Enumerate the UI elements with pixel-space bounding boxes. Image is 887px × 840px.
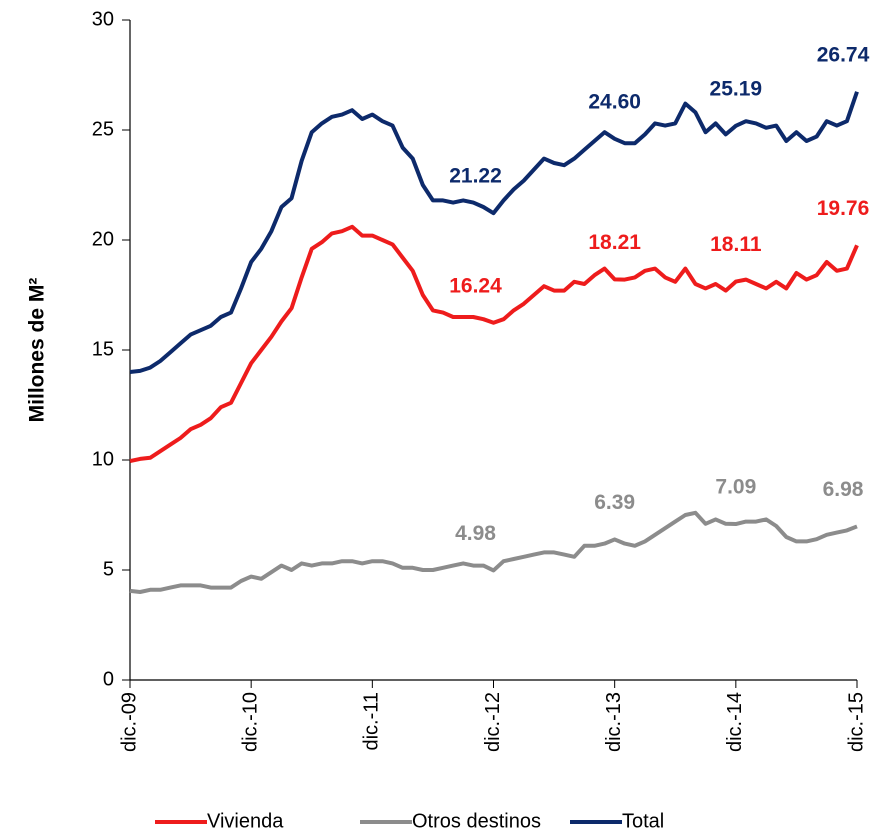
line-series xyxy=(129,510,858,594)
x-tick-label: dic.-12 xyxy=(482,692,504,752)
data-label: 25.19 xyxy=(710,77,763,100)
legend-label: Vivienda xyxy=(207,810,284,832)
y-tick-label: 20 xyxy=(92,228,114,250)
y-axis-title: Millones de M² xyxy=(26,278,49,423)
y-tick-label: 0 xyxy=(103,668,114,690)
data-label: 21.22 xyxy=(449,165,502,188)
data-label: 19.76 xyxy=(817,197,870,220)
line-series xyxy=(129,224,859,464)
data-label: 18.21 xyxy=(588,231,641,254)
data-label: 24.60 xyxy=(588,90,641,113)
y-tick-label: 5 xyxy=(103,558,114,580)
x-tick-label: dic.-11 xyxy=(361,692,383,751)
data-label: 26.74 xyxy=(817,43,870,66)
y-tick-label: 10 xyxy=(92,448,114,470)
x-tick-label: dic.-10 xyxy=(239,692,261,752)
legend-label: Otros destinos xyxy=(412,810,541,832)
y-tick-label: 15 xyxy=(92,338,114,360)
x-tick-label: dic.-09 xyxy=(118,692,140,752)
x-tick-label: dic.-14 xyxy=(724,692,746,752)
data-label: 6.98 xyxy=(823,478,864,501)
legend-label: Total xyxy=(622,810,664,832)
data-label: 16.24 xyxy=(449,274,502,297)
x-tick-label: dic.-15 xyxy=(845,692,867,752)
y-tick-label: 25 xyxy=(92,118,114,140)
data-label: 7.09 xyxy=(715,476,756,499)
data-label: 6.39 xyxy=(594,491,635,514)
data-label: 4.98 xyxy=(455,522,496,545)
y-tick-label: 30 xyxy=(92,8,114,30)
data-label: 18.11 xyxy=(710,233,762,256)
x-tick-label: dic.-13 xyxy=(603,692,625,752)
line-series xyxy=(129,91,859,374)
